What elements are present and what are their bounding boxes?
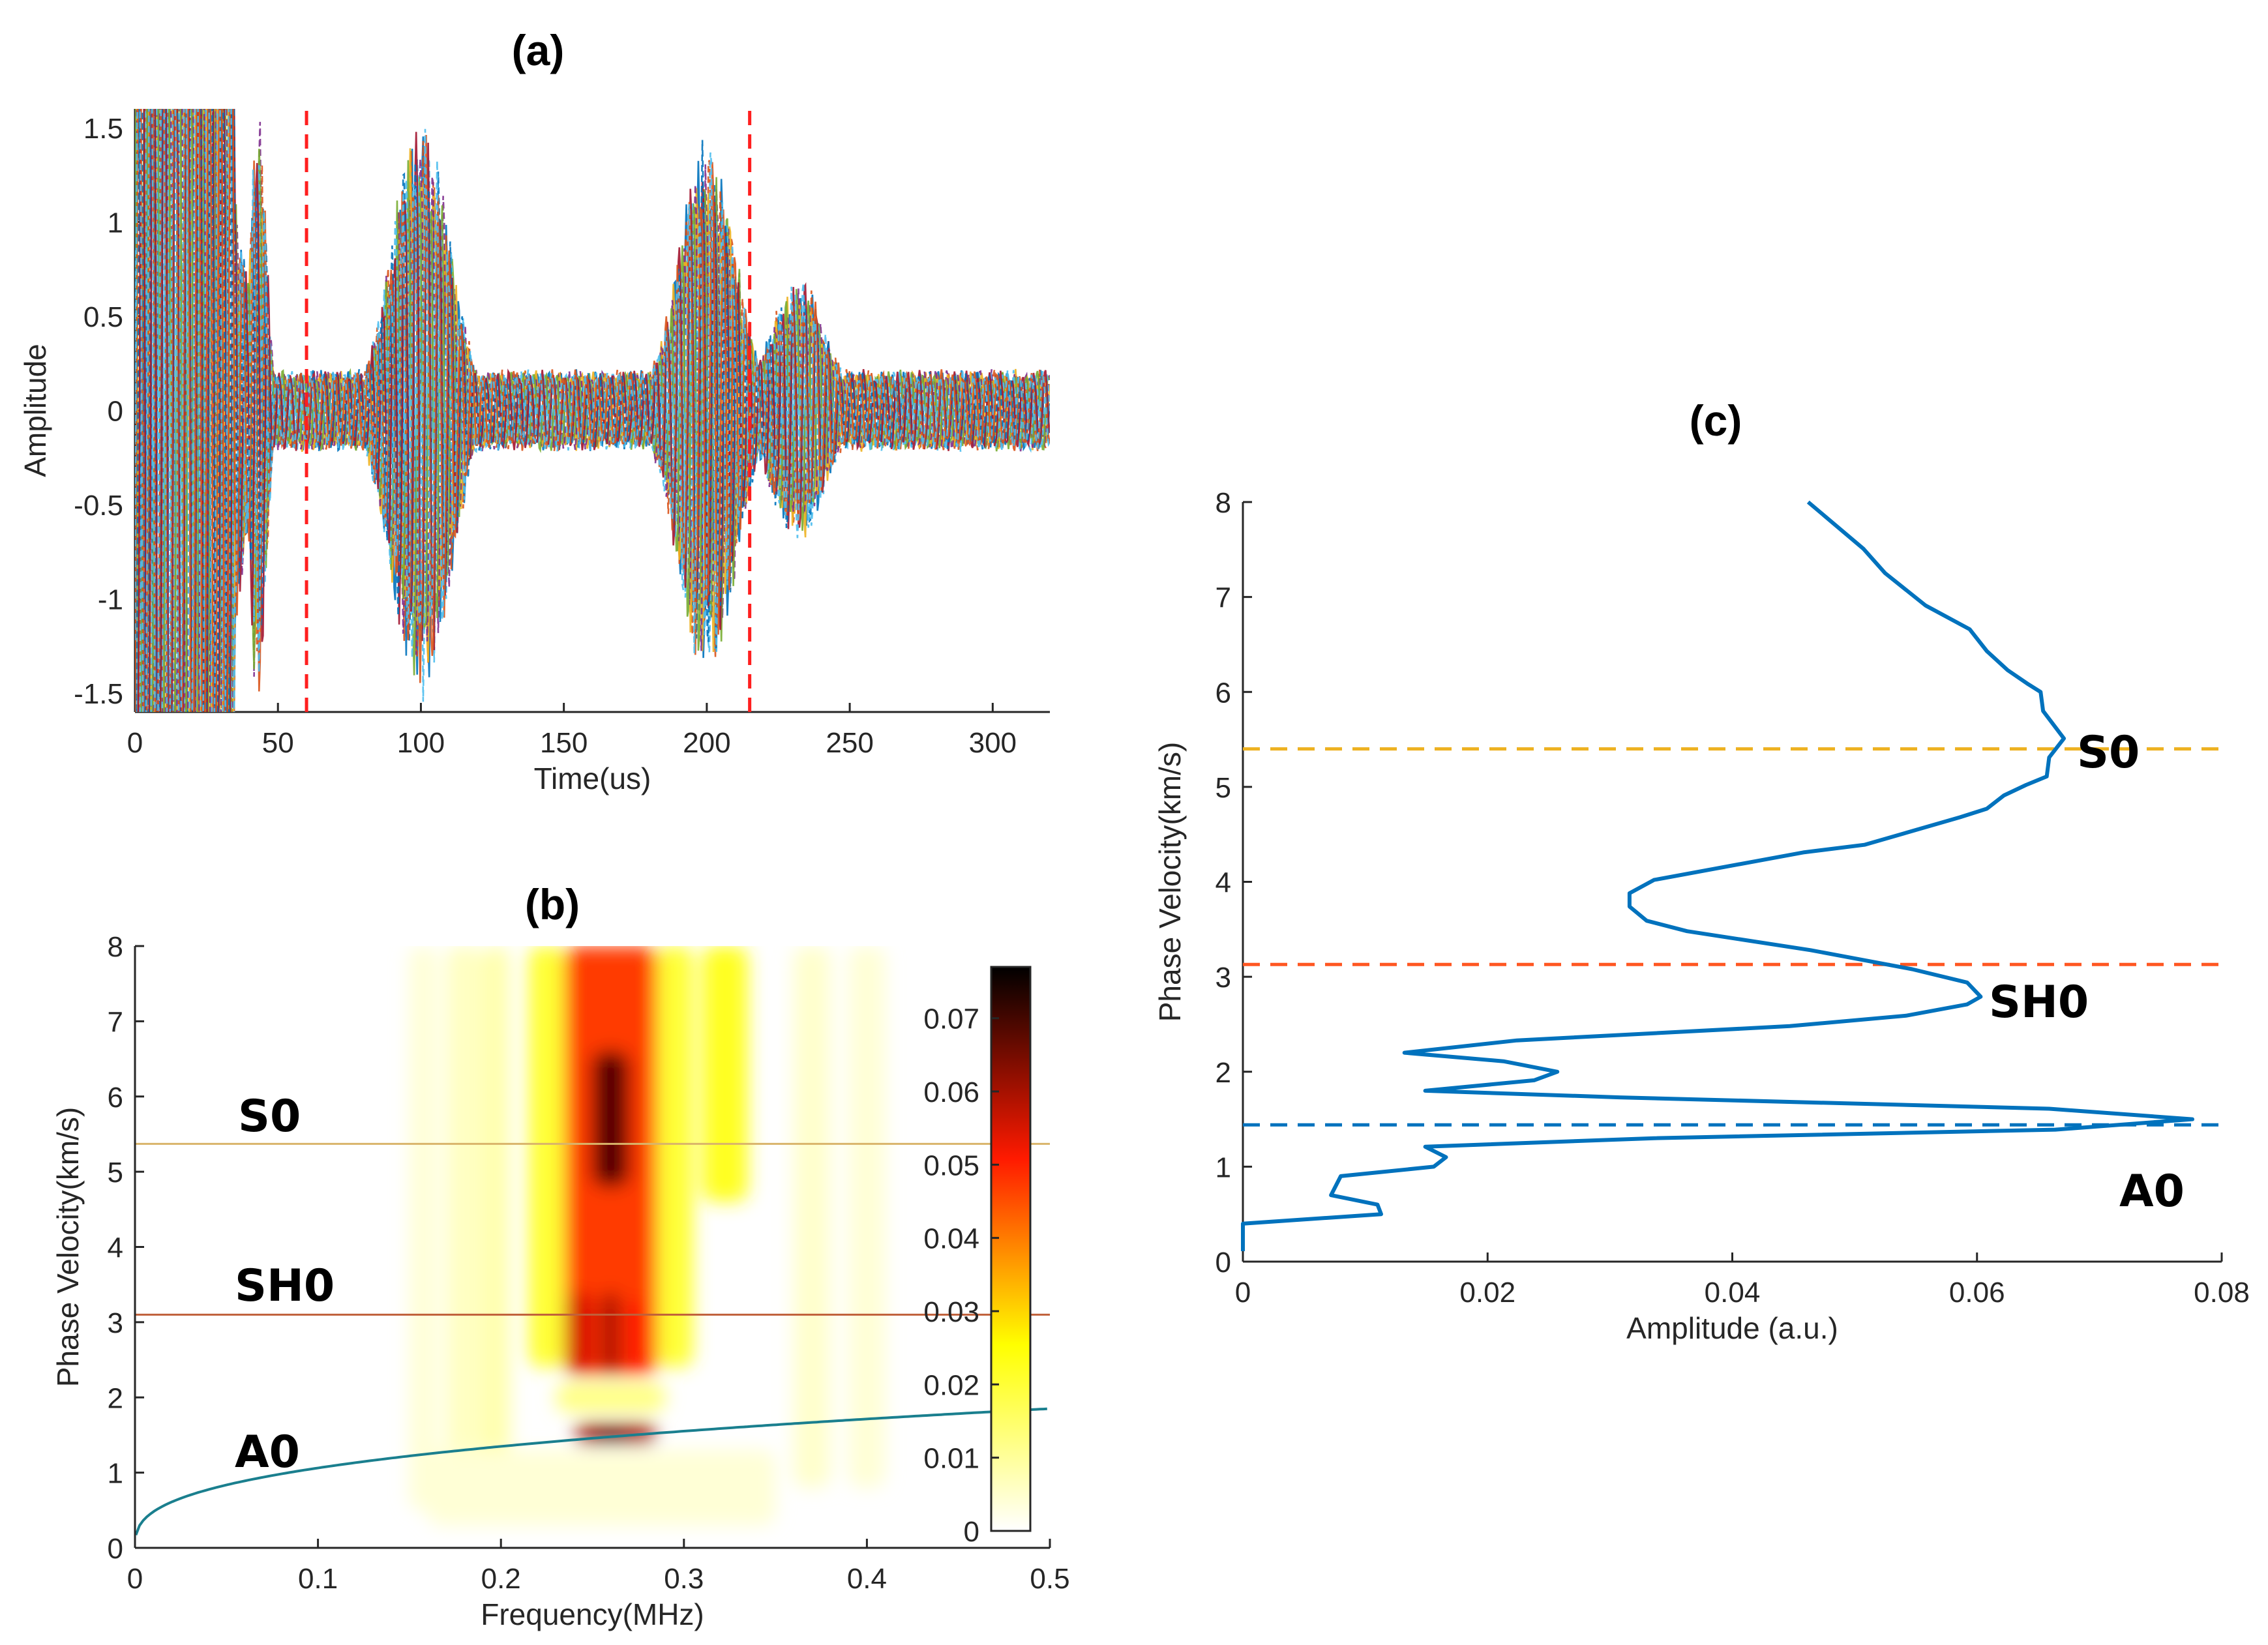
- colorbar-tick-label: 0.07: [923, 1003, 979, 1035]
- heatmap-cell: [848, 946, 886, 1488]
- heatmap-cell: [409, 946, 437, 1511]
- mode-label-s0: S0: [2077, 727, 2140, 778]
- amplitude-curve: [1241, 500, 2194, 1251]
- colorbar-tick-label: 0.03: [923, 1296, 979, 1328]
- y-tick-label: 1: [108, 207, 123, 239]
- y-tick-label: 8: [108, 931, 123, 963]
- x-axis-label: Time(us): [534, 762, 651, 795]
- y-tick-label: 0: [108, 396, 123, 428]
- heatmap-cell: [427, 1450, 776, 1526]
- y-tick-label: -1: [98, 584, 123, 616]
- heatmap-cell: [702, 946, 749, 1202]
- y-tick-label: 6: [1216, 677, 1231, 709]
- y-tick-label: 2: [1216, 1057, 1231, 1089]
- y-tick-label: -0.5: [74, 490, 123, 522]
- colorbar: [990, 966, 1032, 1532]
- x-axis-label: Frequency(MHz): [481, 1597, 704, 1631]
- y-tick-label: 6: [108, 1082, 123, 1114]
- x-tick-label: 0.06: [1949, 1277, 2005, 1309]
- y-tick-label: 3: [1216, 962, 1231, 994]
- y-tick-label: 4: [1216, 867, 1231, 899]
- heatmap-cell: [446, 946, 483, 1488]
- y-tick-label: 2: [108, 1382, 123, 1414]
- y-tick-label: 4: [108, 1232, 123, 1264]
- y-tick-label: 7: [108, 1006, 123, 1038]
- heatmap-cell: [656, 946, 693, 1368]
- colorbar-tick-label: 0.02: [923, 1369, 979, 1401]
- heatmap-cell: [629, 1299, 648, 1375]
- heatmap-cell: [483, 946, 511, 1488]
- y-tick-label: 1.5: [83, 113, 123, 145]
- heatmap: [409, 946, 886, 1526]
- y-tick-label: 5: [108, 1157, 123, 1189]
- mode-label-a0: A0: [2119, 1166, 2185, 1217]
- heatmap-cell: [528, 946, 565, 1368]
- y-tick-label: 7: [1216, 582, 1231, 614]
- y-tick-label: 0.5: [83, 301, 123, 333]
- colorbar-tick-label: 0: [964, 1516, 979, 1548]
- heatmap-cell: [592, 1051, 629, 1187]
- x-tick-label: 0.04: [1705, 1277, 1761, 1309]
- panel-a-time-signals: 0 50 100 150 200 250 300 -1.5 -1 -0.5 0 0.5 1 1.5 Time…: [18, 26, 1050, 795]
- mode-label-sh0: SH0: [1989, 977, 2089, 1028]
- x-tick-label: 0: [127, 727, 143, 759]
- x-tick-label: 50: [262, 727, 294, 759]
- x-tick-label: 0.02: [1459, 1277, 1515, 1309]
- x-tick-label: 0.3: [664, 1563, 704, 1595]
- colorbar-tick-label: 0.06: [923, 1076, 979, 1108]
- signal-trace: [135, 109, 1050, 712]
- y-tick-label: 0: [108, 1533, 123, 1565]
- colorbar-tick-label: 0.04: [923, 1223, 979, 1255]
- colorbar-tick-label: 0.01: [923, 1443, 979, 1475]
- x-tick-label: 0.4: [847, 1563, 887, 1595]
- panel-b-dispersion-map: 0 0.1 0.2 0.3 0.4 0.5 0 1 2 3 4 5 6 7 8 Frequency(MHz) P…: [51, 880, 1070, 1631]
- x-tick-label: 300: [969, 727, 1017, 759]
- y-axis-label: Phase Velocity(km/s): [1153, 742, 1187, 1022]
- x-tick-label: 250: [826, 727, 873, 759]
- panel-c-amplitude-profile: 0 0.02 0.04 0.06 0.08 0 1 2 3 4 5 6 7 8 Amplitude (a.u…: [1153, 396, 2250, 1345]
- signal-traces: [135, 109, 1050, 712]
- panel-title: (b): [525, 880, 580, 928]
- y-tick-label: 8: [1216, 487, 1231, 519]
- x-tick-label: 150: [540, 727, 588, 759]
- mode-label-a0: A0: [235, 1427, 300, 1478]
- y-axis-label: Amplitude: [18, 344, 52, 477]
- y-tick-label: -1.5: [74, 678, 123, 710]
- x-tick-label: 0: [127, 1563, 143, 1595]
- heatmap-cell: [601, 1292, 620, 1375]
- x-tick-label: 0: [1235, 1277, 1251, 1309]
- mode-label-sh0: SH0: [235, 1260, 335, 1312]
- y-tick-label: 5: [1216, 772, 1231, 804]
- heatmap-cell: [565, 1292, 593, 1375]
- colorbar-tick-label: 0.05: [923, 1149, 979, 1181]
- y-axis-label: Phase Velocity(km/s): [51, 1107, 85, 1387]
- y-tick-label: 1: [1216, 1151, 1231, 1183]
- panel-title: (a): [512, 26, 565, 74]
- panel-title: (c): [1690, 396, 1742, 445]
- y-tick-label: 0: [1216, 1247, 1231, 1279]
- signal-trace: [135, 109, 1050, 712]
- heatmap-cells: [409, 946, 886, 1526]
- x-tick-label: 100: [397, 727, 445, 759]
- y-tick-label: 3: [108, 1307, 123, 1339]
- a0-dispersion-curve: [134, 1407, 1047, 1536]
- mode-label-s0: S0: [238, 1091, 301, 1142]
- heatmap-cell: [794, 946, 831, 1488]
- x-axis-label: Amplitude (a.u.): [1626, 1311, 1838, 1345]
- x-tick-label: 0.5: [1030, 1563, 1069, 1595]
- x-tick-label: 0.2: [481, 1563, 521, 1595]
- x-tick-label: 200: [683, 727, 730, 759]
- x-tick-label: 0.08: [2194, 1277, 2250, 1309]
- heatmap-cell: [556, 1382, 666, 1413]
- x-tick-label: 0.1: [298, 1563, 338, 1595]
- y-tick-label: 1: [108, 1458, 123, 1490]
